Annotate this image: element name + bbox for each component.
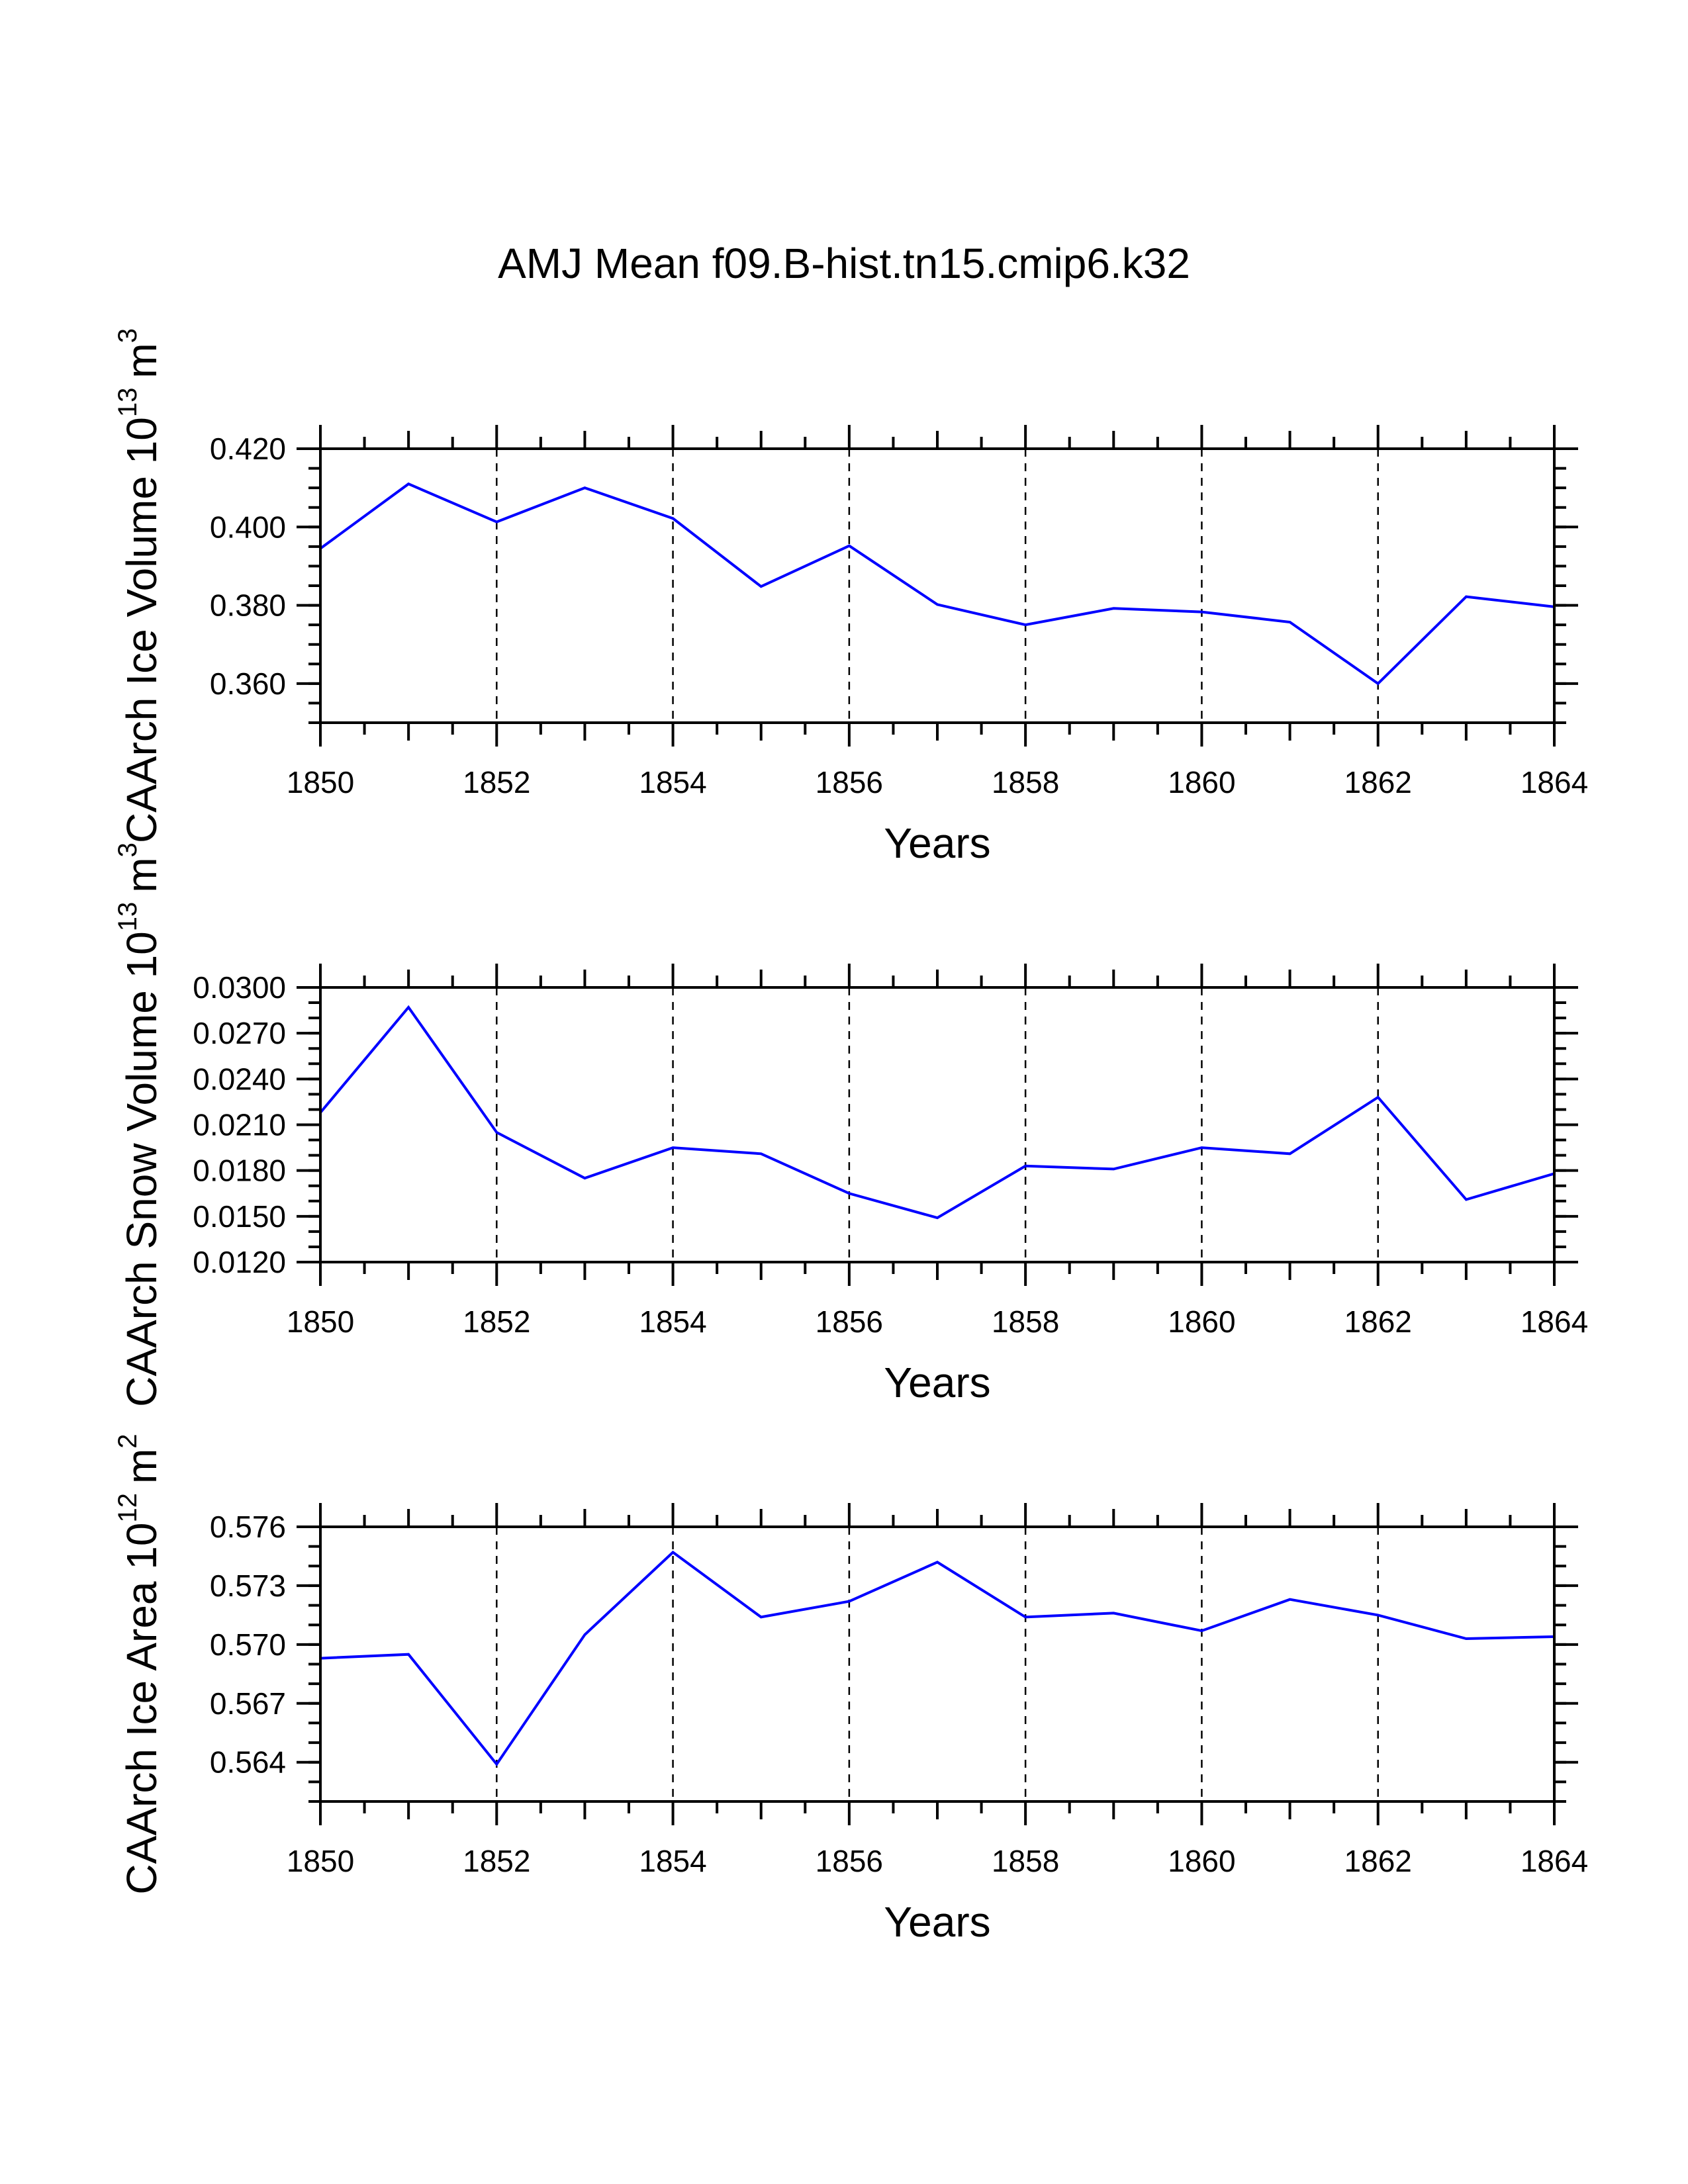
x-tick-label: 1864 [1521, 765, 1588, 799]
y-axis-title-main: CAArch Ice Volume 10 [118, 417, 165, 843]
panels: 1850 1852 1854 1856 1858 1860 1862 1864 0.360 0.3… [113, 328, 1588, 1946]
x-axis-title: Years [884, 1898, 990, 1946]
chart-title: AMJ Mean f09.B-hist.tn15.cmip6.k32 [498, 240, 1190, 287]
y-tick-label: 0.0180 [193, 1154, 286, 1188]
plot-frame [319, 986, 1556, 1263]
x-tick-label: 1850 [287, 1844, 354, 1878]
y-axis-title-exponent: 13 [113, 388, 142, 418]
y-axis-title-unit: m [118, 857, 165, 892]
x-tick-label: 1860 [1168, 765, 1235, 799]
y-tick-label: 0.380 [210, 588, 286, 623]
plot-frame [319, 1525, 1556, 1803]
x-tick-label: 1850 [287, 765, 354, 799]
series-line [320, 1550, 1555, 1767]
x-tick-label: 1856 [816, 1844, 883, 1878]
chart-panel-3: 1850 1852 1854 1856 1858 1860 1862 1864 0.564 0.5… [113, 1433, 1588, 1946]
x-axis-title: Years [884, 819, 990, 867]
y-axis-title-unit: m [118, 1449, 165, 1484]
y-tick-label: 0.360 [210, 666, 286, 701]
y-tick-label: 0.567 [210, 1686, 286, 1721]
y-tick-label: 0.0150 [193, 1199, 286, 1234]
y-tick-label: 0.400 [210, 510, 286, 544]
x-tick-label: 1860 [1168, 1844, 1235, 1878]
y-axis-title-exponent: 12 [113, 1493, 142, 1523]
x-tick-label: 1864 [1521, 1304, 1588, 1339]
y-tick-label: 0.0270 [193, 1016, 286, 1050]
x-tick-label: 1854 [639, 765, 706, 799]
x-tick-label: 1852 [463, 1844, 530, 1878]
x-tick-label: 1850 [287, 1304, 354, 1339]
y-axis-title-main: CAArch Snow Volume 10 [118, 931, 165, 1407]
y-tick-label: 0.0210 [193, 1108, 286, 1142]
y-axis-title: CAArch Ice Volume 1013 m3 [113, 328, 165, 843]
x-tick-label: 1858 [992, 765, 1059, 799]
y-axis-title: CAArch Ice Area 1012 m2 [113, 1433, 165, 1894]
x-tick-label: 1860 [1168, 1304, 1235, 1339]
x-tick-label: 1856 [816, 1304, 883, 1339]
y-tick-label: 0.0300 [193, 970, 286, 1005]
x-tick-label: 1856 [816, 765, 883, 799]
x-tick-label: 1852 [463, 1304, 530, 1339]
x-tick-label: 1862 [1344, 765, 1412, 799]
y-axis-title-main: CAArch Ice Area 10 [118, 1523, 165, 1895]
y-axis-title-exponent: 13 [113, 902, 142, 932]
y-tick-label: 0.564 [210, 1745, 286, 1780]
y-tick-label: 0.0240 [193, 1062, 286, 1096]
x-tick-label: 1854 [639, 1304, 706, 1339]
x-tick-label: 1854 [639, 1844, 706, 1878]
x-tick-label: 1852 [463, 765, 530, 799]
y-axis-title-unit-exponent: 3 [113, 842, 142, 857]
x-tick-label: 1858 [992, 1844, 1059, 1878]
x-axis-title: Years [884, 1359, 990, 1406]
series-line [319, 1005, 1555, 1220]
plot-frame [319, 447, 1556, 724]
y-axis-title: CAArch Snow Volume 1013 m3 [113, 842, 165, 1407]
chart-panel-1: 1850 1852 1854 1856 1858 1860 1862 1864 0.360 0.3… [113, 328, 1588, 867]
chart-panel-2: 1850 1852 1854 1856 1858 1860 1862 1864 0.0120 0.… [113, 842, 1588, 1407]
y-axis-title-unit-exponent: 2 [113, 1433, 142, 1448]
y-axis-title-unit: m [118, 343, 165, 378]
x-tick-label: 1864 [1521, 1844, 1588, 1878]
x-tick-label: 1862 [1344, 1844, 1412, 1878]
y-axis-title-unit-exponent: 3 [113, 328, 142, 343]
y-tick-label: 0.570 [210, 1627, 286, 1662]
x-tick-label: 1858 [992, 1304, 1059, 1339]
x-tick-label: 1862 [1344, 1304, 1412, 1339]
y-tick-label: 0.573 [210, 1569, 286, 1603]
y-tick-label: 0.0120 [193, 1245, 286, 1279]
y-tick-label: 0.576 [210, 1510, 286, 1544]
series-line [319, 482, 1555, 686]
y-tick-label: 0.420 [210, 432, 286, 466]
